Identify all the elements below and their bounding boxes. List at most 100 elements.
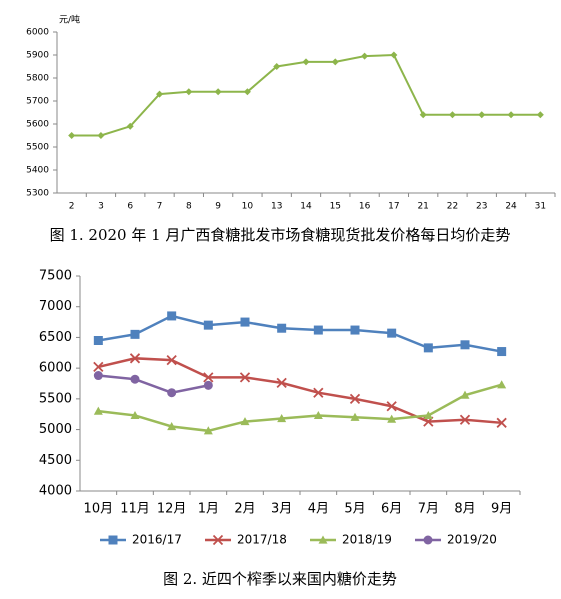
point (167, 388, 177, 398)
x-tick-label: 2月 (234, 502, 255, 517)
point (497, 380, 507, 389)
point (240, 317, 250, 327)
point (536, 111, 544, 119)
point (273, 63, 281, 70)
y-tick-label: 5900 (26, 51, 49, 61)
point (277, 323, 287, 333)
x-tick-label: 5月 (344, 502, 365, 517)
point (68, 132, 76, 139)
point (497, 347, 507, 357)
point (203, 426, 213, 435)
y-tick-label: 6000 (39, 361, 72, 376)
x-tick-label: 9 (215, 202, 221, 212)
point (156, 90, 164, 98)
y-tick-label: 7000 (39, 299, 72, 314)
point (423, 535, 433, 545)
point (419, 111, 427, 119)
point (93, 406, 103, 415)
caption: 图 2. 近四个榨季以来国内糖价走势 (163, 570, 397, 588)
point (167, 311, 177, 321)
point (350, 325, 360, 335)
point (129, 353, 141, 364)
point (423, 343, 433, 353)
point (239, 372, 251, 383)
point (240, 417, 250, 426)
point (361, 52, 369, 60)
point (214, 88, 222, 96)
point (349, 393, 361, 404)
legend-label: 2016/17 (132, 533, 182, 547)
point (302, 58, 310, 66)
point (130, 410, 140, 420)
x-tick-label: 4月 (308, 502, 329, 517)
series-line (71, 53, 541, 137)
x-tick-label: 6 (127, 202, 133, 212)
y-tick-label: 5300 (26, 189, 49, 199)
point (93, 336, 103, 345)
y-tick-label: 5000 (39, 422, 72, 437)
point (390, 51, 398, 59)
y-tick-label: 5600 (26, 120, 49, 130)
point (313, 387, 324, 398)
x-tick-label: 3 (98, 202, 104, 212)
point (350, 412, 360, 421)
point (448, 111, 456, 119)
point (478, 111, 486, 119)
y-tick-label: 6500 (39, 330, 72, 345)
point (203, 372, 214, 383)
x-tick-label: 8 (186, 202, 192, 212)
series-line (98, 383, 503, 433)
point (423, 410, 433, 420)
point (243, 88, 251, 96)
point (130, 329, 140, 339)
series-line (98, 314, 502, 353)
point (277, 414, 287, 423)
point (203, 320, 213, 330)
x-tick-label: 11月 (120, 502, 150, 517)
caption: 图 1. 2020 年 1 月广西食糖批发市场食糖现货批发价格每日均价走势 (50, 226, 511, 244)
x-tick-label: 14 (300, 202, 312, 212)
point (126, 122, 134, 130)
point (387, 414, 397, 423)
point (212, 534, 224, 546)
y-tick-label: 4000 (39, 484, 72, 499)
y-tick-label: 7500 (39, 269, 72, 284)
x-tick-label: 9月 (491, 502, 512, 517)
x-tick-label: 10 (242, 202, 254, 212)
point (108, 535, 118, 545)
series-line (98, 357, 502, 425)
x-tick-label: 21 (417, 202, 428, 212)
x-tick-label: 7 (157, 202, 163, 212)
point (386, 401, 397, 412)
x-tick-label: 13 (271, 202, 282, 212)
point (387, 328, 397, 338)
y-tick-label: 6000 (26, 28, 49, 38)
y-tick-label: 5500 (26, 143, 49, 153)
y-tick-label: 4500 (39, 453, 72, 468)
x-tick-label: 24 (505, 202, 517, 212)
x-tick-label: 8月 (454, 502, 475, 517)
legend-label: 2018/19 (342, 533, 392, 547)
legend-label: 2017/18 (237, 533, 287, 547)
point (185, 88, 193, 96)
x-tick-label: 7月 (418, 502, 439, 517)
legend-label: 2019/20 (447, 533, 497, 547)
x-tick-label: 6月 (381, 502, 402, 517)
y-tick-label: 5800 (26, 74, 49, 84)
point (460, 390, 470, 399)
x-tick-label: 22 (447, 202, 458, 212)
point (331, 58, 339, 66)
point (313, 325, 323, 335)
point (459, 414, 471, 425)
point (167, 422, 177, 431)
x-tick-label: 12月 (157, 502, 187, 517)
point (130, 374, 140, 384)
point (507, 111, 515, 119)
x-tick-label: 16 (359, 202, 371, 212)
point (460, 340, 470, 350)
point (93, 371, 103, 381)
point (313, 410, 323, 420)
point (93, 361, 104, 373)
point (166, 355, 177, 366)
